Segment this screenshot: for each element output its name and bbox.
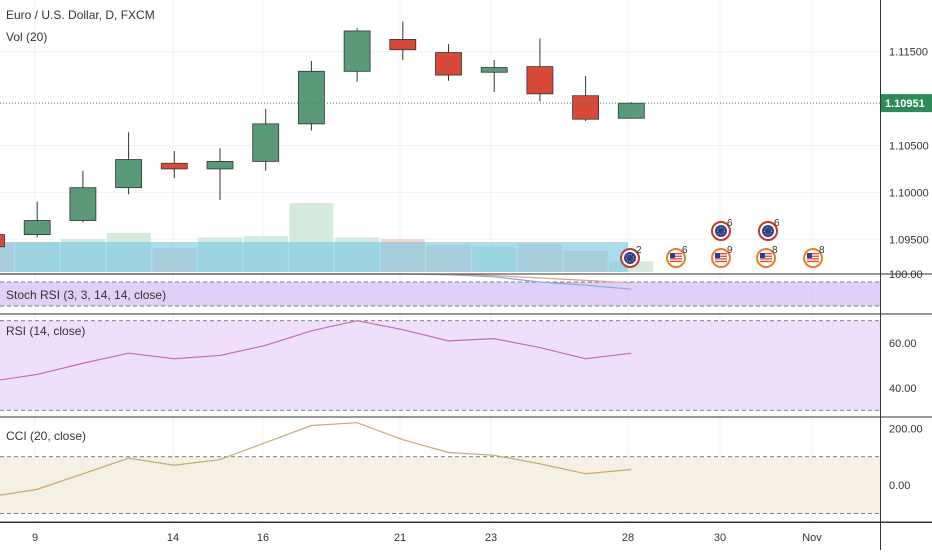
price-tick-label: 1.10000 [889, 187, 929, 199]
us-flag-icon [715, 253, 727, 263]
time-tick-label: Nov [802, 532, 822, 544]
cci-line [0, 422, 632, 496]
event-count: 6 [682, 245, 688, 256]
us-flag-canton [670, 253, 675, 258]
us-flag-stripe [670, 253, 682, 255]
stoch-rsi-tick-label: 100.00 [889, 269, 923, 281]
us-flag-icon [807, 253, 819, 263]
rsi-title: RSI (14, close) [6, 324, 85, 338]
us-flag-stripe [715, 260, 727, 263]
us-flag-stripe [807, 253, 819, 255]
us-flag-canton [760, 253, 765, 258]
time-tick-label: 9 [32, 532, 38, 544]
time-tick-label: 14 [167, 532, 179, 544]
volume-ma-area [0, 242, 628, 272]
candle-down [572, 95, 599, 120]
time-tick-label: 28 [622, 532, 634, 544]
cci-title: CCI (20, close) [6, 429, 86, 443]
candles [0, 21, 880, 248]
time-tick-label: 21 [394, 532, 406, 544]
us-flag-stripe [807, 255, 819, 257]
rsi-tick-label: 60.00 [889, 338, 917, 350]
us-flag-stripe [760, 258, 772, 260]
us-flag-stripe [760, 260, 772, 263]
candle-up [115, 159, 142, 189]
us-flag-stripe [715, 255, 727, 257]
candle-down [389, 39, 417, 51]
candle-down [0, 234, 5, 248]
event-count: 9 [727, 245, 733, 256]
stoch-rsi-title: Stoch RSI (3, 3, 14, 14, close) [6, 288, 166, 302]
eu-flag-icon [624, 252, 636, 264]
us-flag-stripe [670, 260, 682, 263]
event-markers: 2 6 6 9 8 6 8 [620, 218, 825, 268]
event-count: 8 [819, 245, 825, 256]
event-count: 8 [772, 245, 778, 256]
us-flag-stripe [760, 253, 772, 255]
us-flag-canton [715, 253, 720, 258]
rsi-line [0, 320, 632, 381]
us-flag-icon [760, 253, 772, 263]
eu-stars [626, 254, 634, 262]
last-price-label: 1.10951 [885, 98, 925, 110]
us-flag-stripe [670, 255, 682, 257]
eu-flag-icon [715, 225, 727, 237]
price-tick-label: 1.09500 [889, 234, 929, 246]
time-tick-label: 23 [485, 532, 497, 544]
price-tick-label: 1.10500 [889, 140, 929, 152]
candle-down [526, 66, 554, 95]
time-tick-label: 30 [714, 532, 726, 544]
indicator-bands [0, 281, 880, 514]
us-flag-icon [670, 253, 682, 263]
time-tick-label: 16 [257, 532, 269, 544]
volume-bars [0, 203, 654, 272]
candle-up [69, 187, 97, 221]
us-flag-stripe [807, 258, 819, 260]
stoch-rsi-band [0, 282, 880, 306]
price-tick-label: 1.11500 [889, 47, 928, 59]
eu-stars [764, 227, 772, 235]
us-flag-stripe [715, 253, 727, 255]
us-flag-stripe [760, 255, 772, 257]
volume-label: Vol (20) [6, 30, 47, 44]
cci-tick-label: 0.00 [889, 480, 910, 492]
event-count: 6 [774, 218, 780, 229]
candle-up [252, 123, 280, 162]
cci-band [0, 456, 880, 514]
symbol-title: Euro / U.S. Dollar, D, FXCM [6, 8, 155, 22]
candle-down [435, 52, 462, 76]
candle-up [297, 70, 325, 125]
candle-up [480, 67, 508, 73]
candle-up [343, 30, 371, 72]
rsi-band [0, 320, 880, 411]
eu-flag-icon [762, 225, 774, 237]
candle-up [206, 160, 234, 170]
event-count: 6 [727, 218, 733, 229]
rsi-tick-label: 40.00 [889, 383, 917, 395]
us-flag-stripe [715, 258, 727, 260]
us-flag-stripe [670, 258, 682, 260]
us-flag-canton [807, 253, 812, 258]
cci-tick-label: 200.00 [889, 423, 923, 435]
candle-up [617, 102, 645, 119]
last-price-tag [881, 94, 932, 113]
eu-stars [717, 227, 725, 235]
candle-up [23, 220, 51, 235]
us-flag-stripe [807, 260, 819, 263]
event-count: 2 [636, 245, 642, 256]
candle-down [160, 162, 188, 170]
